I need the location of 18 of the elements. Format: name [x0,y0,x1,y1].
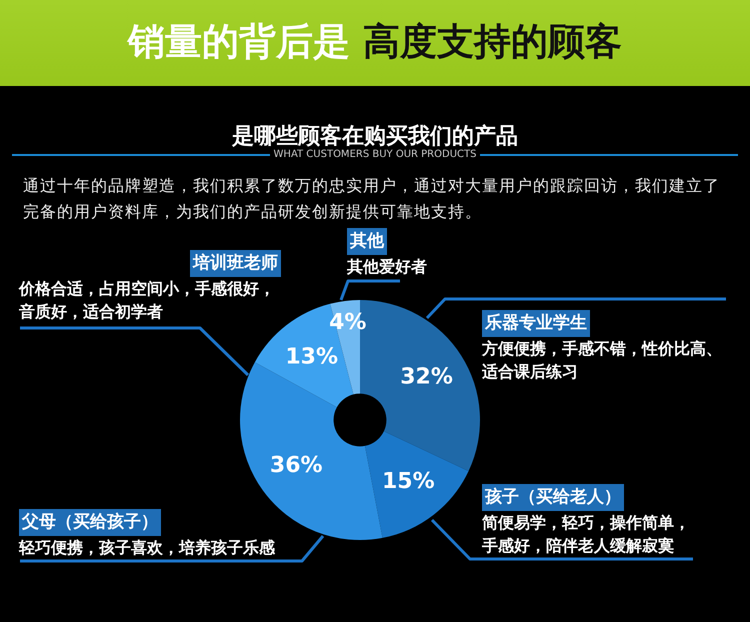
text: 方便便携，手感不错，性价比高、适合课后练习 [482,338,723,383]
text: WHAT CUSTOMERS BUY OUR PRODUCTS [272,148,478,161]
data-label: 32% [400,364,453,390]
slice-label: 培训班老师 [190,250,281,277]
slice-label: 孩子（买给老人） [482,484,624,511]
text: 通过十年的品牌塑造，我们积累了数万的忠实用户，通过对大量用户的跟踪回访，我们建立了完备的用户资料库，为我们的产品研发创新提供可靠地支持。 [23,175,721,223]
data-label: 13% [285,344,338,370]
chart-subtitle: 是哪些顾客在购买我们的产品 [231,124,519,150]
slice-label: 父母（买给孩子） [19,509,161,536]
text: 价格合适，占用空间小，手感很好，音质好，适合初学者 [19,278,276,323]
slice-label: 其他 [347,228,387,255]
text: 轻巧便携，孩子喜欢，培养孩子乐感 [19,537,276,559]
text: 简便易学，轻巧，操作简单，手感好，陪伴老人缓解寂寞 [482,512,691,557]
text: 其他爱好者 [347,256,428,278]
slice-label: 乐器专业学生 [482,310,590,337]
data-label: 15% [382,468,435,494]
chart-title: 销量的背后是 高度支持的顾客 [128,20,622,63]
data-label: 36% [270,453,323,478]
